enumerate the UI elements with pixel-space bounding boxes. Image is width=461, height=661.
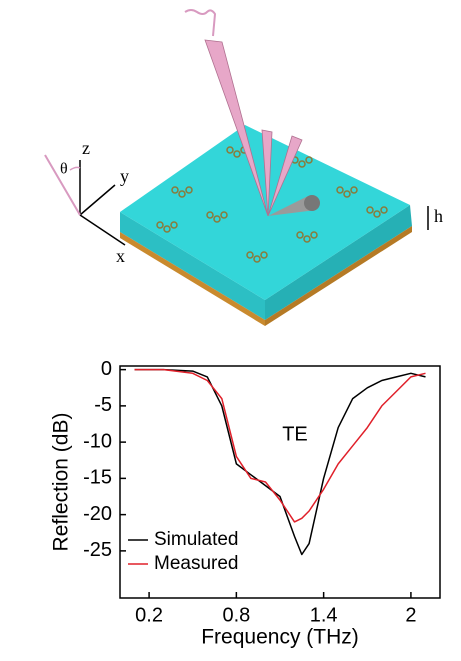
detector-end [304, 195, 320, 211]
x-axis-label: Frequency (THz) [201, 626, 359, 649]
x-tick-label: 0.2 [135, 604, 163, 626]
y-tick-label: -10 [83, 430, 112, 452]
series-line [135, 370, 426, 555]
x-tick-label: 2 [405, 604, 416, 626]
incident-wave [185, 10, 215, 36]
theta-label: θ [60, 161, 68, 178]
chart: 0 -5 -10 -15 -20 -25 0.2 0.8 1.4 2 Frequency (THz)… [50, 358, 440, 649]
y-axis-label: Reflection (dB) [50, 413, 73, 552]
x-label: x [116, 246, 125, 266]
z-label: z [82, 138, 90, 158]
legend-label: Simulated [154, 529, 239, 550]
diagram: z y x θ h [45, 10, 443, 326]
series-line [135, 370, 426, 522]
x-tick-label: 1.4 [310, 604, 338, 626]
annotation: TE [282, 423, 308, 445]
y-tick-label: -15 [83, 467, 112, 489]
h-label: h [434, 206, 443, 226]
x-tick-label: 0.8 [222, 604, 250, 626]
y-tick-label: -25 [83, 539, 112, 561]
y-tick-label: -5 [94, 394, 112, 416]
theta-arc [70, 167, 80, 170]
figure: z y x θ h 0 -5 -10 -15 -20 -25 0.2 0.8 1.4 2 Frequ… [0, 0, 461, 656]
y-tick-label: -20 [83, 503, 112, 525]
y-label: y [120, 166, 129, 186]
legend-label: Measured [154, 553, 239, 574]
y-tick-label: 0 [101, 358, 112, 380]
